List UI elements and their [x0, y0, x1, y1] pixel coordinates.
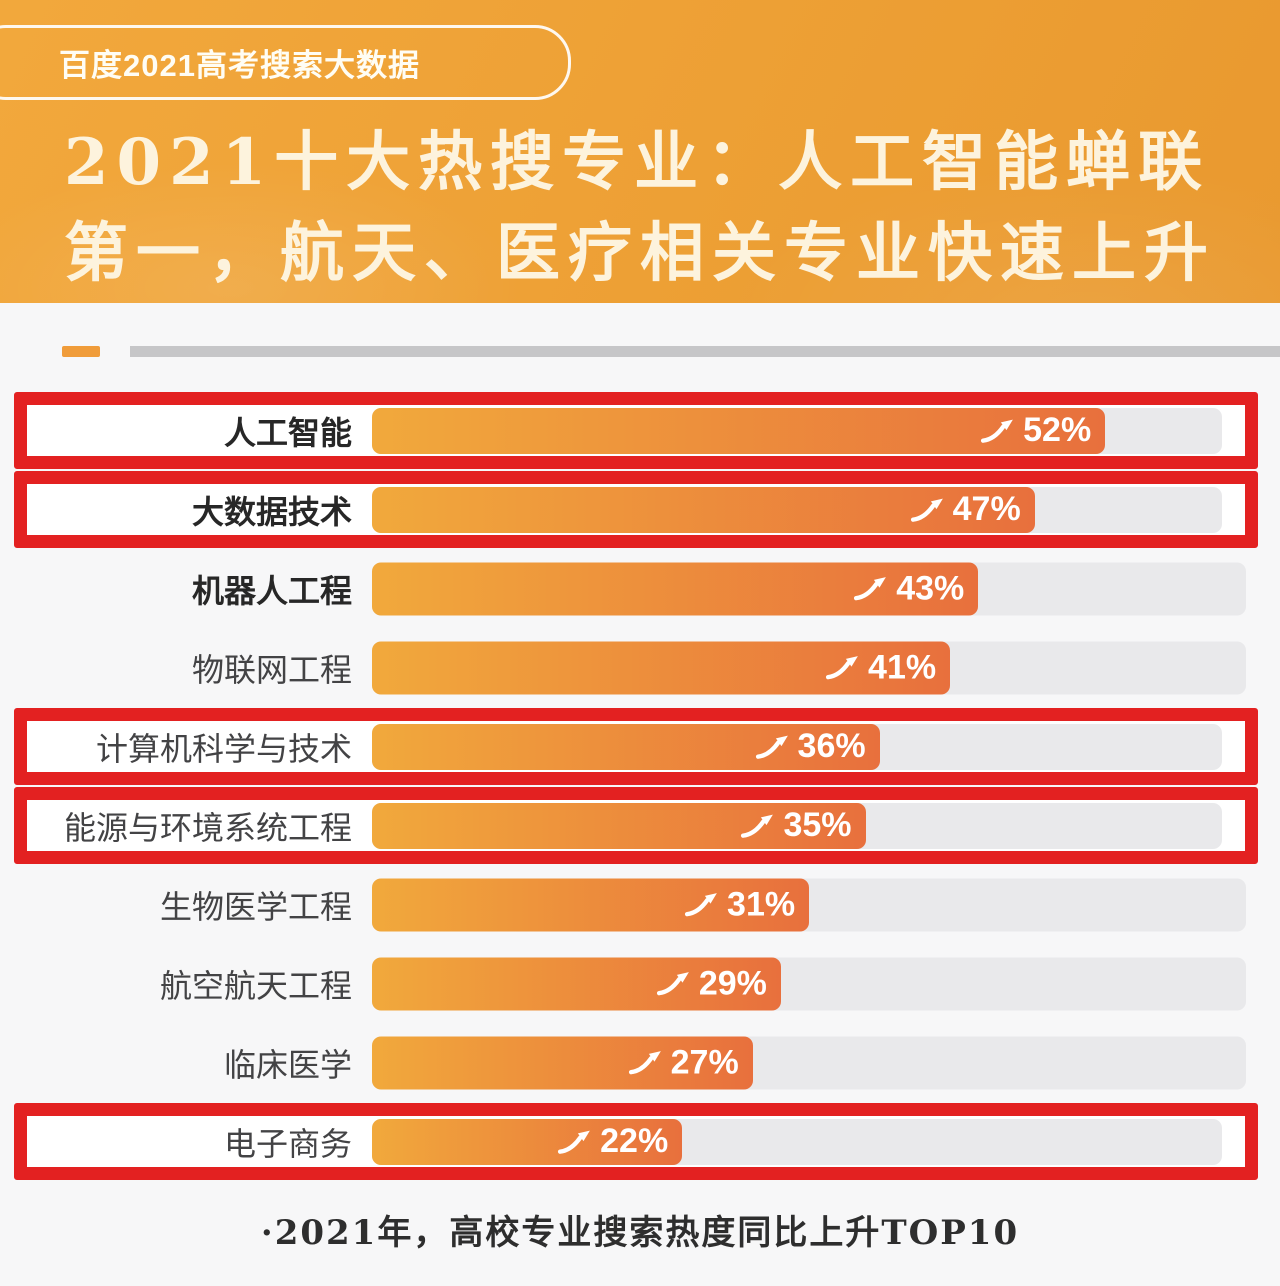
bar-fill: 43%	[372, 562, 979, 615]
trend-up-arrow-icon	[741, 814, 774, 838]
chart-row: 航空航天工程 29%	[0, 944, 1280, 1023]
value-label: 47%	[952, 490, 1021, 528]
value-label: 27%	[670, 1043, 739, 1081]
footnote: ·2021年，高校专业搜索热度同比上升TOP10	[260, 1213, 1020, 1253]
header: 百度2021高考搜索大数据 2021十大热搜专业：人工智能蝉联 第一，航天、医疗…	[0, 0, 1280, 303]
bar-track: 35%	[372, 802, 1222, 849]
chart-row: 大数据技术 47%	[0, 470, 1280, 549]
trend-up-arrow-icon	[910, 498, 943, 522]
bar-fill: 22%	[372, 1118, 683, 1165]
category-label: 物联网工程	[191, 651, 352, 688]
category-label: 能源与环境系统工程	[63, 809, 352, 846]
bar-fill: 29%	[372, 957, 781, 1010]
trend-up-arrow-icon	[558, 1130, 590, 1154]
category-label: 大数据技术	[191, 493, 352, 530]
category-label: 机器人工程	[191, 572, 352, 609]
bar-track: 22%	[372, 1118, 1222, 1165]
section-divider	[0, 346, 1280, 357]
value-label: 41%	[868, 648, 937, 686]
chart-row: 人工智能 52%	[0, 391, 1280, 470]
category-label: 人工智能	[223, 414, 352, 451]
bar-fill: 31%	[372, 878, 810, 931]
trend-up-arrow-icon	[825, 656, 858, 680]
trend-up-arrow-icon	[656, 972, 689, 996]
trend-up-arrow-icon	[981, 419, 1013, 443]
bar-track: 47%	[372, 486, 1222, 533]
bar-chart: 人工智能 52% 大数据技术 47% 机器人工程 43% 物联网工程 41% 计算机科学与技术 3…	[0, 391, 1280, 1181]
chart-row: 计算机科学与技术 36%	[0, 707, 1280, 786]
source-badge-label: 百度2021高考搜索大数据	[59, 48, 420, 83]
value-label: 43%	[896, 569, 965, 607]
page-title-line2: 第一，航天、医疗相关专业快速上升	[64, 215, 1216, 291]
bar-track: 52%	[372, 407, 1222, 454]
chart-row: 临床医学 27%	[0, 1023, 1280, 1102]
source-badge: 百度2021高考搜索大数据	[0, 25, 571, 100]
category-label: 计算机科学与技术	[95, 730, 352, 767]
category-label: 生物医学工程	[159, 888, 352, 925]
value-label: 31%	[727, 885, 796, 923]
bar-fill: 47%	[372, 486, 1035, 533]
bar-track: 29%	[372, 957, 1246, 1010]
chart-row: 生物医学工程 31%	[0, 865, 1280, 944]
value-label: 36%	[797, 727, 866, 765]
value-label: 29%	[698, 964, 767, 1002]
category-label: 电子商务	[223, 1125, 352, 1162]
trend-up-arrow-icon	[684, 893, 717, 917]
page-title: 2021十大热搜专业：人工智能蝉联 第一，航天、医疗相关专业快速上升	[64, 118, 1280, 300]
bar-track: 41%	[372, 641, 1246, 694]
bar-fill: 35%	[372, 802, 866, 849]
category-label: 航空航天工程	[159, 967, 352, 1004]
trend-up-arrow-icon	[755, 735, 788, 759]
value-label: 35%	[783, 806, 852, 844]
bar-fill: 52%	[372, 407, 1106, 454]
bar-fill: 36%	[372, 723, 880, 770]
bar-track: 43%	[372, 562, 1246, 615]
divider-accent-mark	[62, 346, 100, 357]
bar-fill: 41%	[372, 641, 951, 694]
category-label: 临床医学	[223, 1046, 352, 1083]
trend-up-arrow-icon	[854, 577, 887, 601]
chart-row: 机器人工程 43%	[0, 549, 1280, 628]
page-title-line1: 2021十大热搜专业：人工智能蝉联	[64, 125, 1211, 200]
chart-row: 物联网工程 41%	[0, 628, 1280, 707]
value-label: 22%	[600, 1122, 669, 1160]
chart-row: 电子商务 22%	[0, 1102, 1280, 1181]
trend-up-arrow-icon	[628, 1051, 661, 1075]
value-label: 52%	[1023, 411, 1092, 449]
bar-track: 27%	[372, 1036, 1246, 1089]
bar-fill: 27%	[372, 1036, 753, 1089]
bar-track: 31%	[372, 878, 1246, 931]
chart-row: 能源与环境系统工程 35%	[0, 786, 1280, 865]
divider-bar	[130, 346, 1280, 357]
bar-track: 36%	[372, 723, 1222, 770]
